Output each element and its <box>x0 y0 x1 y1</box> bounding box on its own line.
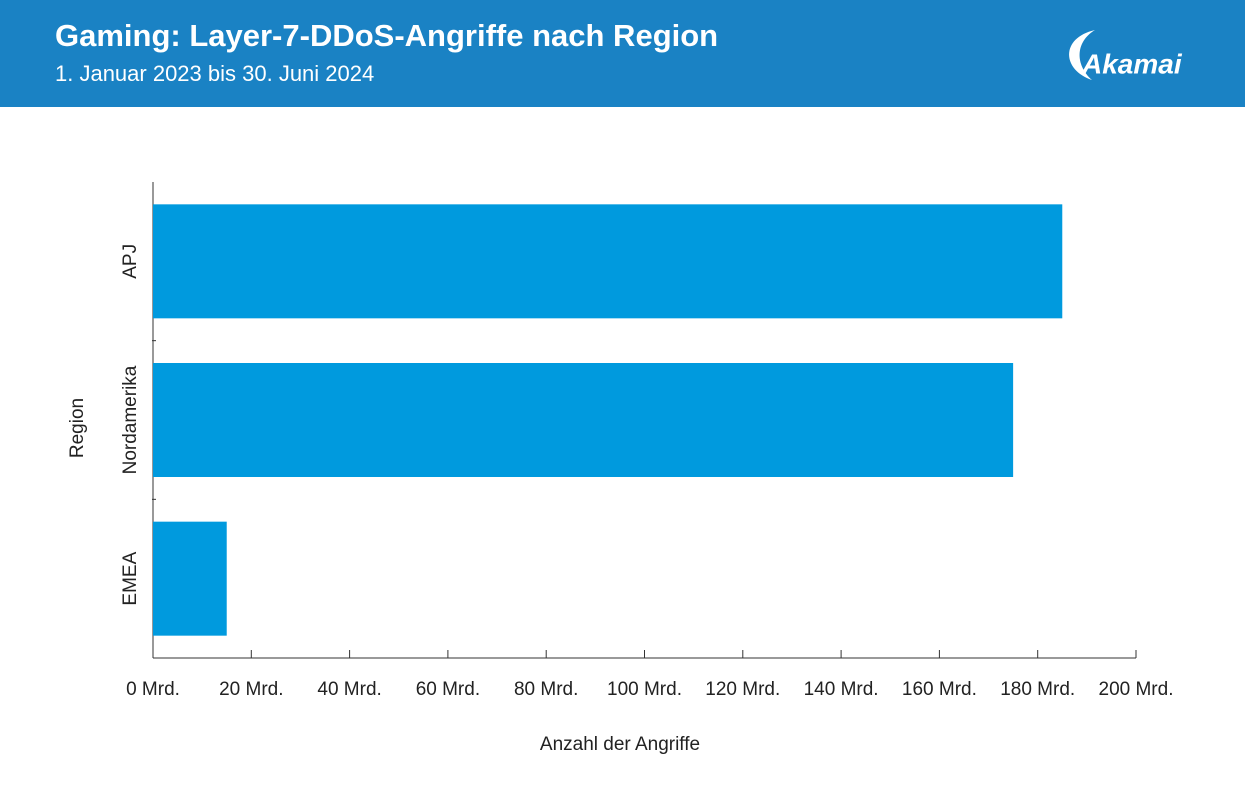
y-axis-label: Region <box>67 398 88 458</box>
x-tick-label: 60 Mrd. <box>416 679 480 700</box>
x-tick-label: 80 Mrd. <box>514 679 578 700</box>
logo-swoosh <box>1069 30 1095 80</box>
y-tick-label: Nordamerika <box>120 365 141 474</box>
x-tick-label: 20 Mrd. <box>219 679 283 700</box>
chart-subtitle: 1. Januar 2023 bis 30. Juni 2024 <box>55 61 374 86</box>
bar <box>153 204 1063 319</box>
x-tick-label: 160 Mrd. <box>902 679 977 700</box>
y-tick-label: APJ <box>120 244 141 279</box>
x-tick-label: 40 Mrd. <box>317 679 381 700</box>
x-tick-label: 120 Mrd. <box>705 679 780 700</box>
header-band <box>0 0 1245 107</box>
bar <box>153 521 227 636</box>
y-tick-label: EMEA <box>120 551 141 605</box>
x-axis-label: Anzahl der Angriffe <box>540 734 700 755</box>
x-tick-label: 200 Mrd. <box>1099 679 1174 700</box>
chart-title: Gaming: Layer-7-DDoS-Angriffe nach Regio… <box>55 18 718 53</box>
x-tick-label: 0 Mrd. <box>126 679 180 700</box>
x-tick-label: 180 Mrd. <box>1000 679 1075 700</box>
x-tick-label: 100 Mrd. <box>607 679 682 700</box>
bar <box>153 363 1014 477</box>
x-tick-label: 140 Mrd. <box>804 679 879 700</box>
logo: Akamai <box>1081 48 1183 79</box>
